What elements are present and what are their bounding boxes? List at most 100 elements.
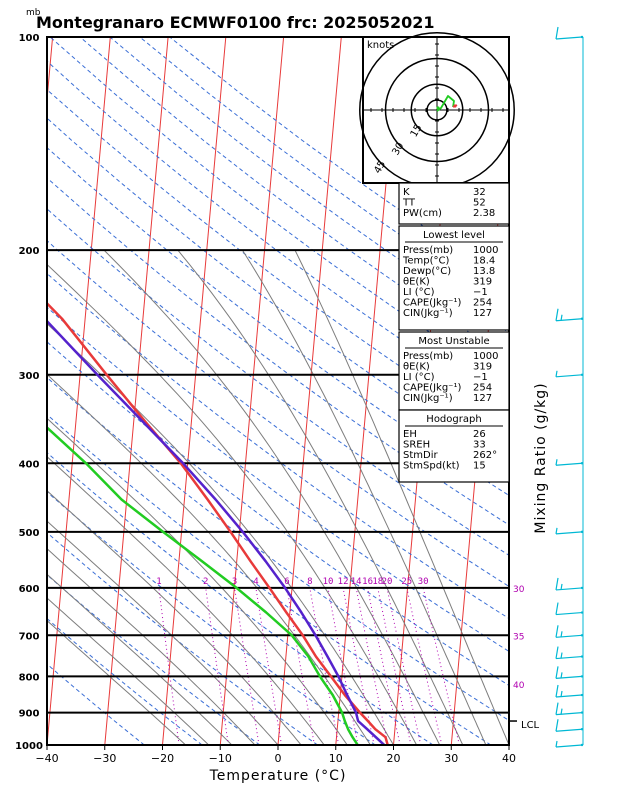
indices-key: SREH [403,440,430,451]
indices-value: 15 [473,461,486,472]
hodograph-ring [410,83,464,137]
indices-value: 26 [473,429,486,440]
wind-barb-staff [555,587,583,591]
hodograph-point [436,106,440,110]
mixing-ratio-label: 8 [307,577,312,587]
wind-barbs [555,26,584,748]
moist-adiabat-line [47,263,418,745]
wind-barb [555,719,584,732]
wind-barb [555,459,584,466]
hodograph-ring [384,57,490,163]
wind-barb-staff [555,712,583,716]
pressure-unit: mb [26,8,41,18]
mixing-ratio-label: 14 [351,577,362,587]
wind-barb-half [560,690,563,698]
mixing-ratio-line [205,587,229,745]
wind-barb-staff [555,462,583,466]
wind-barb-flag [555,666,559,679]
mixing-ratio-label: 3 [232,577,237,587]
wind-barb-staff [555,728,583,732]
indices-key: LI (°C) [403,372,435,383]
indices-value: 262° [473,450,497,461]
axes: 3035401002003004005006007008009001000−40… [15,33,525,765]
indices-value: 127 [473,393,492,404]
dry-adiabat-line [47,239,509,588]
wind-barb-half [560,314,563,321]
dry-adiabat-line [47,117,509,468]
indices-key: LI (°C) [403,287,435,298]
temperature-line [47,301,389,745]
wind-barb-flag [555,702,559,715]
dry-adiabat-line [47,617,203,745]
indices-value: 1000 [473,351,498,362]
theta-e-label: 30 [513,585,525,595]
wind-barb [555,577,584,591]
dry-adiabat-line [47,491,376,745]
hodograph-trace [436,95,455,112]
x-tick-label: 40 [502,752,516,765]
wind-barb-staff [555,374,583,378]
indices-key: TT [402,198,416,209]
mixing-ratio-label: 2 [203,577,208,587]
dry-adiabat-line [47,663,145,745]
pressure-tick-label: 500 [19,528,40,539]
dry-adiabat-line [47,306,509,653]
moist-adiabat-line [47,573,233,745]
isotherm-line [162,37,227,745]
indices-value: 319 [473,362,492,373]
moist-adiabat-line [47,489,302,745]
mixing-ratio-line [255,587,282,745]
wind-barb-staff [555,318,583,322]
mixing-ratio-label: 6 [284,577,289,587]
pressure-tick-label: 900 [19,709,40,720]
indices-key: CAPE(Jkg⁻¹) [403,383,461,394]
mixing-ratio-label: 30 [418,577,429,587]
indices-key: PW(cm) [403,208,442,219]
wind-barb-staff [555,611,583,616]
wind-barb-flag [555,684,559,698]
mixing-ratio-label: 4 [253,577,258,587]
wind-barb-flag [555,26,559,40]
indices-value: 254 [473,383,492,394]
wind-barb-staff [555,675,583,679]
mixing-ratio-line [234,587,260,745]
x-tick-label: −40 [35,752,58,765]
wind-barb [555,625,584,638]
wind-barb-half [555,459,558,466]
mixing-ratio-label: 20 [382,577,393,587]
x-tick-label: −30 [93,752,116,765]
x-tick-label: 10 [329,752,343,765]
indices-value: 254 [473,298,492,309]
wind-barb-flag [555,625,559,638]
indices-box [398,409,510,483]
hodograph-ring [426,99,448,121]
dewpoint-line [47,425,359,745]
indices-key: EH [403,429,417,440]
x-tick-label: −10 [209,752,232,765]
indices-key: StmDir [403,450,438,461]
wind-barb-half [560,672,563,679]
pressure-tick-label: 300 [19,371,40,382]
wind-barb [555,26,584,40]
x-tick-label: −20 [151,752,174,765]
x-axis-label: Temperature (°C) [209,768,347,784]
mixing-ratio-line [406,587,443,745]
indices-section-title: Most Unstable [418,336,489,347]
wind-barb-flag [555,308,559,321]
wind-barb-flag [555,602,559,615]
moist-adiabat-line [47,597,210,745]
wind-barb-half [555,370,558,377]
mixing-ratio-line [422,587,460,745]
moist-adiabat-line [47,548,256,745]
indices-section-title: Lowest level [423,230,485,241]
indices-value: 319 [473,277,492,288]
mixing-ratio-label: 18 [372,577,383,587]
wind-barb-staff [555,36,583,40]
indices-key: Press(mb) [403,245,453,256]
isotherm-line [219,37,285,745]
wind-barb [555,684,584,698]
indices-key: θE(K) [403,277,430,288]
